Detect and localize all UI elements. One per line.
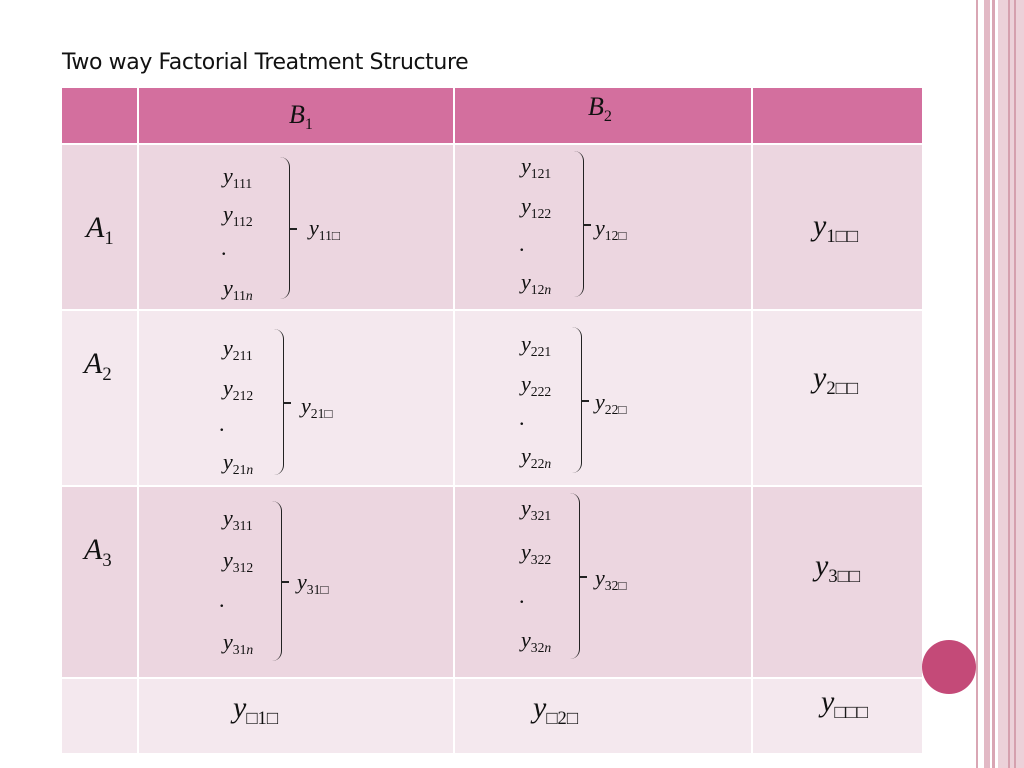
row-total-cell: y1□□ xyxy=(751,143,924,311)
ellipsis-dot: . xyxy=(219,587,225,612)
factorial-table: B1 B2 A1 y111 y112 . y11n y11□ y121 y122… xyxy=(60,86,924,755)
row-total: y3□□ xyxy=(815,549,861,587)
brace-icon xyxy=(273,329,291,475)
table-row-a1: A1 y111 y112 . y11n y11□ y121 y122 . y12… xyxy=(60,143,924,311)
decorative-stripe xyxy=(1008,0,1010,768)
header-var: B xyxy=(289,100,305,129)
cell-total: y11□ xyxy=(309,215,341,243)
row-label-cell: A3 xyxy=(60,485,139,679)
col-total: y□2□ xyxy=(533,691,579,729)
cell-a3-b1: y311 y312 . y31n y31□ xyxy=(137,485,455,679)
cell-total: y12□ xyxy=(595,215,627,243)
ellipsis-dot: . xyxy=(519,231,525,256)
corner-cell xyxy=(60,86,139,145)
col-header-total xyxy=(751,86,924,145)
cell-a2-b2: y221 y222 . y22n y22□ xyxy=(453,309,753,487)
row-label: A2 xyxy=(84,347,112,385)
obs-entry: y12n xyxy=(521,269,552,297)
obs-entry: y121 xyxy=(521,153,552,181)
obs-entry: y222 xyxy=(521,371,552,399)
ellipsis-dot: . xyxy=(219,411,225,436)
header-row: B1 B2 xyxy=(60,86,924,145)
row-total: y1□□ xyxy=(813,209,859,247)
cell-a1-b1: y111 y112 . y11n y11□ xyxy=(137,143,455,311)
obs-entry: y212 xyxy=(223,375,254,403)
row-total: y2□□ xyxy=(813,361,859,399)
obs-entry: y322 xyxy=(521,539,552,567)
row-label: A3 xyxy=(84,533,112,571)
cell-total: y32□ xyxy=(595,565,627,593)
obs-entry: y112 xyxy=(223,201,253,229)
obs-entry: y32n xyxy=(521,627,552,655)
decorative-stripe xyxy=(1014,0,1016,768)
brace-icon xyxy=(573,151,591,297)
table-row-a2: A2 y211 y212 . y21n y21□ y221 y222 . y22… xyxy=(60,309,924,487)
cell-total: y22□ xyxy=(595,389,627,417)
brace-icon xyxy=(569,493,587,659)
decorative-stripe xyxy=(998,0,1024,768)
grand-total-cell: y□□□ xyxy=(751,677,924,755)
ellipsis-dot: . xyxy=(519,405,525,430)
grand-total: y□□□ xyxy=(821,685,869,723)
obs-entry: y111 xyxy=(223,163,253,191)
obs-entry: y21n xyxy=(223,449,254,477)
totals-label-cell xyxy=(60,677,139,755)
table-row-totals: y□1□ y□2□ y□□□ xyxy=(60,677,924,755)
cell-total: y21□ xyxy=(301,393,333,421)
decorative-stripe xyxy=(984,0,990,768)
row-label: A1 xyxy=(86,211,114,249)
cell-total: y31□ xyxy=(297,569,329,597)
table-row-a3: A3 y311 y312 . y31n y31□ y321 y322 . y32… xyxy=(60,485,924,679)
slide-title: Two way Factorial Treatment Structure xyxy=(62,50,469,75)
decorative-stripe xyxy=(992,0,995,768)
row-total-cell: y3□□ xyxy=(751,485,924,679)
cell-a3-b2: y321 y322 . y32n y32□ xyxy=(453,485,753,679)
col-total-cell: y□1□ xyxy=(137,677,455,755)
row-label-cell: A1 xyxy=(60,143,139,311)
ellipsis-dot: . xyxy=(221,235,227,260)
brace-icon xyxy=(279,157,297,299)
obs-entry: y221 xyxy=(521,331,552,359)
brace-icon xyxy=(571,327,589,473)
header-var: B xyxy=(588,92,604,121)
row-label-cell: A2 xyxy=(60,309,139,487)
header-sub: 2 xyxy=(603,107,612,125)
col-total: y□1□ xyxy=(233,691,279,729)
col-header-b1: B1 xyxy=(137,86,455,145)
col-header-b2: B2 xyxy=(453,86,753,145)
obs-entry: y311 xyxy=(223,505,253,533)
cell-a2-b1: y211 y212 . y21n y21□ xyxy=(137,309,455,487)
obs-entry: y312 xyxy=(223,547,254,575)
obs-entry: y211 xyxy=(223,335,253,363)
obs-entry: y31n xyxy=(223,629,254,657)
obs-entry: y122 xyxy=(521,193,552,221)
header-sub: 1 xyxy=(304,115,313,133)
decorative-circle-icon xyxy=(922,640,976,694)
decorative-stripe xyxy=(976,0,978,768)
obs-entry: y22n xyxy=(521,443,552,471)
ellipsis-dot: . xyxy=(519,583,525,608)
row-total-cell: y2□□ xyxy=(751,309,924,487)
obs-entry: y321 xyxy=(521,495,552,523)
brace-icon xyxy=(271,501,289,661)
cell-a1-b2: y121 y122 . y12n y12□ xyxy=(453,143,753,311)
obs-entry: y11n xyxy=(223,275,253,303)
col-total-cell: y□2□ xyxy=(453,677,753,755)
